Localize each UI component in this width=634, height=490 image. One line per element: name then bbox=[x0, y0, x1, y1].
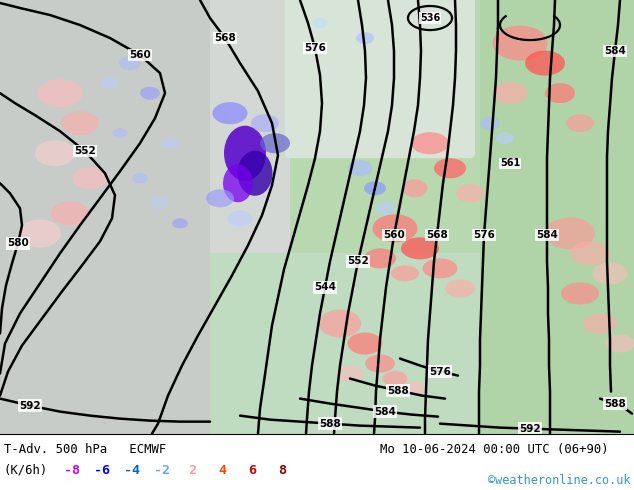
Ellipse shape bbox=[151, 197, 169, 209]
Ellipse shape bbox=[101, 77, 119, 89]
Text: 588: 588 bbox=[604, 398, 626, 409]
Ellipse shape bbox=[493, 25, 548, 61]
Ellipse shape bbox=[364, 181, 386, 196]
Ellipse shape bbox=[545, 218, 595, 249]
Ellipse shape bbox=[336, 366, 364, 382]
Text: T-Adv. 500 hPa   ECMWF: T-Adv. 500 hPa ECMWF bbox=[4, 442, 166, 456]
Ellipse shape bbox=[434, 158, 466, 178]
Bar bbox=[210, 0, 290, 253]
Text: 588: 588 bbox=[387, 386, 409, 395]
Text: 584: 584 bbox=[374, 407, 396, 416]
Bar bbox=[210, 253, 634, 434]
Text: 580: 580 bbox=[7, 238, 29, 248]
Text: 544: 544 bbox=[314, 282, 336, 293]
Ellipse shape bbox=[72, 167, 108, 189]
Ellipse shape bbox=[140, 87, 160, 99]
Ellipse shape bbox=[422, 258, 458, 278]
Ellipse shape bbox=[133, 173, 148, 183]
Ellipse shape bbox=[411, 132, 449, 154]
Ellipse shape bbox=[119, 56, 141, 70]
Text: Mo 10-06-2024 00:00 UTC (06+90): Mo 10-06-2024 00:00 UTC (06+90) bbox=[380, 442, 609, 456]
Ellipse shape bbox=[456, 184, 484, 202]
Ellipse shape bbox=[224, 126, 266, 181]
Text: 560: 560 bbox=[129, 50, 151, 60]
Ellipse shape bbox=[206, 189, 234, 207]
Text: 552: 552 bbox=[74, 146, 96, 156]
Text: 584: 584 bbox=[604, 46, 626, 56]
Ellipse shape bbox=[260, 133, 290, 153]
Ellipse shape bbox=[37, 79, 82, 107]
Ellipse shape bbox=[561, 282, 599, 304]
Ellipse shape bbox=[570, 242, 610, 266]
Text: -8: -8 bbox=[64, 464, 80, 477]
Text: -2: -2 bbox=[154, 464, 170, 477]
Text: 592: 592 bbox=[19, 401, 41, 411]
Text: 561: 561 bbox=[500, 158, 520, 168]
Text: 568: 568 bbox=[426, 230, 448, 241]
Ellipse shape bbox=[35, 140, 75, 166]
Ellipse shape bbox=[445, 279, 475, 297]
Text: 552: 552 bbox=[347, 256, 369, 267]
Ellipse shape bbox=[593, 262, 628, 284]
Ellipse shape bbox=[391, 266, 419, 281]
Ellipse shape bbox=[382, 371, 408, 386]
Ellipse shape bbox=[480, 116, 500, 130]
Text: 536: 536 bbox=[420, 13, 440, 23]
Text: -6: -6 bbox=[94, 464, 110, 477]
Ellipse shape bbox=[364, 248, 396, 269]
Ellipse shape bbox=[161, 137, 179, 149]
Bar bbox=[0, 0, 210, 434]
Text: 576: 576 bbox=[304, 43, 326, 53]
Text: 8: 8 bbox=[278, 464, 286, 477]
Ellipse shape bbox=[496, 132, 514, 144]
Text: 4: 4 bbox=[218, 464, 226, 477]
Text: 2: 2 bbox=[188, 464, 196, 477]
Bar bbox=[290, 0, 634, 253]
Ellipse shape bbox=[51, 201, 89, 225]
Text: 576: 576 bbox=[429, 367, 451, 376]
Ellipse shape bbox=[19, 220, 61, 247]
Ellipse shape bbox=[347, 160, 373, 176]
Ellipse shape bbox=[212, 102, 247, 124]
Ellipse shape bbox=[319, 310, 361, 338]
Ellipse shape bbox=[375, 201, 395, 215]
Ellipse shape bbox=[525, 50, 565, 75]
Ellipse shape bbox=[112, 128, 127, 138]
Ellipse shape bbox=[172, 219, 188, 228]
Ellipse shape bbox=[365, 355, 395, 372]
Text: (K/6h): (K/6h) bbox=[4, 464, 48, 477]
Ellipse shape bbox=[238, 151, 273, 196]
Text: 592: 592 bbox=[519, 424, 541, 434]
Ellipse shape bbox=[583, 314, 618, 334]
FancyBboxPatch shape bbox=[285, 0, 475, 158]
Ellipse shape bbox=[605, 335, 634, 352]
Ellipse shape bbox=[493, 82, 527, 104]
Ellipse shape bbox=[404, 382, 426, 395]
Text: ©weatheronline.co.uk: ©weatheronline.co.uk bbox=[488, 474, 630, 487]
Text: 6: 6 bbox=[248, 464, 256, 477]
Ellipse shape bbox=[401, 237, 439, 259]
Ellipse shape bbox=[403, 179, 427, 197]
Ellipse shape bbox=[313, 18, 328, 28]
Ellipse shape bbox=[251, 114, 279, 132]
Ellipse shape bbox=[545, 83, 575, 103]
Ellipse shape bbox=[223, 164, 253, 202]
Ellipse shape bbox=[61, 111, 99, 135]
Text: -4: -4 bbox=[124, 464, 140, 477]
Ellipse shape bbox=[347, 333, 382, 355]
Text: 588: 588 bbox=[319, 418, 341, 429]
Text: 584: 584 bbox=[536, 230, 558, 241]
Text: 560: 560 bbox=[383, 230, 405, 241]
Ellipse shape bbox=[228, 210, 252, 226]
Text: 576: 576 bbox=[473, 230, 495, 241]
Bar bbox=[480, 0, 634, 434]
Ellipse shape bbox=[373, 214, 418, 243]
Text: 568: 568 bbox=[214, 33, 236, 43]
Ellipse shape bbox=[356, 32, 374, 44]
Ellipse shape bbox=[566, 114, 594, 132]
